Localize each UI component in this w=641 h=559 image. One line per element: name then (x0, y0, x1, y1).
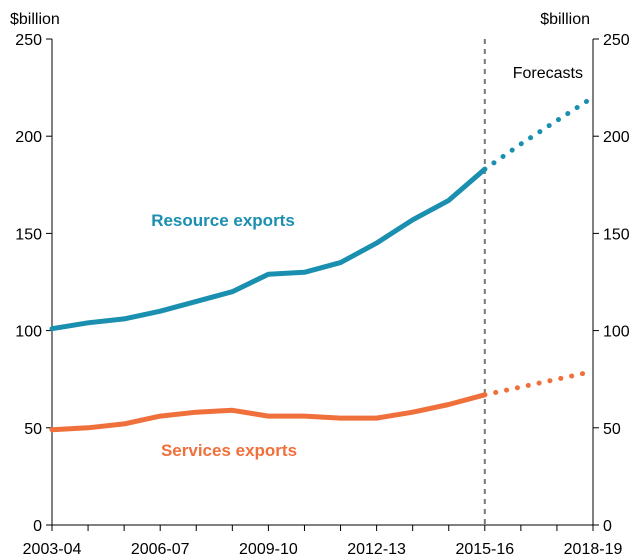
x-tick-label: 2009-10 (239, 541, 298, 558)
y-unit-left: $billion (10, 11, 60, 28)
x-tick-label: 2006-07 (131, 541, 190, 558)
y-tick-label-right: 0 (603, 518, 612, 535)
tick-labels: 0 0 50 50 100 100 150 150 200 200 250 250 2003-04 200… (15, 32, 630, 558)
y-tick-label-left: 100 (15, 324, 42, 341)
series-label-services: Services exports (161, 441, 297, 460)
x-tick-label: 2012-13 (347, 541, 406, 558)
y-tick-label-right: 150 (603, 226, 630, 243)
y-tick-label-right: 200 (603, 129, 630, 146)
series-line-resource-forecast (482, 94, 596, 172)
x-tick-label: 2015-16 (455, 541, 514, 558)
series-line-services-actual (49, 392, 488, 433)
y-tick-label-left: 50 (24, 421, 42, 438)
y-unit-right: $billion (540, 11, 590, 28)
y-tick-label-right: 250 (603, 32, 630, 49)
x-tick-label: 2003-04 (23, 541, 82, 558)
series-lines (49, 94, 596, 433)
y-tick-label-left: 250 (15, 32, 42, 49)
forecasts-annotation: Forecasts (513, 65, 583, 82)
series-label-resource: Resource exports (151, 211, 295, 230)
y-tick-label-left: 200 (15, 129, 42, 146)
x-tick-label: 2018-19 (564, 541, 623, 558)
y-tick-label-right: 50 (603, 421, 621, 438)
axes (46, 38, 599, 531)
y-tick-label-right: 100 (603, 324, 630, 341)
y-tick-label-left: 0 (33, 518, 42, 535)
series-line-services-forecast (482, 368, 596, 398)
series-line-resource-actual (49, 166, 488, 332)
y-tick-label-left: 150 (15, 226, 42, 243)
